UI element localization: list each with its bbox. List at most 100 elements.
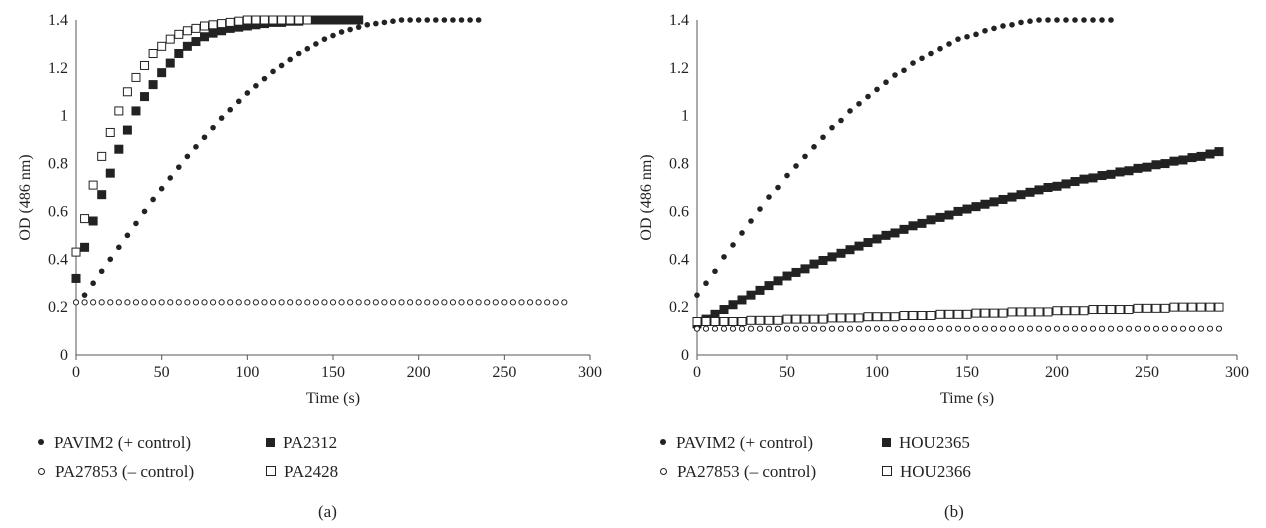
data-point bbox=[544, 299, 551, 306]
y-tick-label: 0.8 bbox=[48, 156, 68, 173]
data-point bbox=[1152, 325, 1160, 332]
data-point bbox=[1143, 325, 1151, 332]
data-point bbox=[302, 15, 312, 25]
data-point bbox=[345, 15, 355, 25]
data-point bbox=[441, 17, 448, 23]
data-point bbox=[285, 15, 295, 25]
open-circle-marker-icon bbox=[38, 467, 45, 475]
data-point bbox=[364, 21, 371, 28]
data-point bbox=[415, 299, 422, 306]
data-point bbox=[863, 238, 873, 248]
data-point bbox=[891, 325, 899, 332]
y-tick-label: 1.4 bbox=[48, 12, 68, 29]
data-point bbox=[364, 299, 371, 306]
legend-label: PAVIM2 (+ control) bbox=[54, 433, 192, 452]
data-point bbox=[1070, 177, 1080, 187]
data-point bbox=[114, 106, 124, 116]
legend-entry: HOU2366 bbox=[882, 457, 971, 486]
series-open-circle bbox=[72, 299, 568, 306]
data-point bbox=[702, 325, 710, 332]
data-point bbox=[148, 80, 158, 90]
y-tick-label: 0.2 bbox=[669, 299, 689, 316]
legend-entry: PAVIM2 (+ control) bbox=[658, 428, 813, 457]
data-point bbox=[1099, 17, 1105, 23]
data-point bbox=[338, 299, 345, 306]
data-point bbox=[141, 299, 148, 306]
data-point bbox=[827, 252, 837, 262]
data-point bbox=[990, 325, 998, 332]
data-point bbox=[883, 79, 889, 86]
data-point bbox=[398, 299, 405, 306]
data-point bbox=[373, 20, 379, 27]
data-point bbox=[890, 312, 900, 322]
data-point bbox=[1187, 302, 1197, 312]
series-open-circle bbox=[693, 325, 1223, 332]
data-point bbox=[407, 17, 413, 23]
data-point bbox=[864, 325, 872, 332]
data-point bbox=[1079, 174, 1089, 184]
data-point bbox=[433, 17, 439, 23]
data-point bbox=[526, 299, 534, 306]
legend-entry: PA2428 bbox=[266, 457, 338, 486]
data-point bbox=[1151, 160, 1161, 170]
data-point bbox=[218, 115, 225, 121]
data-point bbox=[501, 299, 508, 306]
series-open-square bbox=[692, 302, 1224, 326]
data-point bbox=[122, 125, 132, 135]
data-point bbox=[908, 221, 918, 231]
data-point bbox=[192, 299, 200, 306]
data-point bbox=[998, 308, 1008, 318]
data-point bbox=[946, 41, 952, 47]
data-point bbox=[295, 299, 302, 306]
data-point bbox=[184, 153, 191, 160]
filled-circle-marker-icon bbox=[660, 439, 666, 446]
panel-label-a: (a) bbox=[318, 502, 337, 521]
legend-entry: PA2312 bbox=[266, 428, 337, 457]
data-point bbox=[928, 50, 934, 57]
data-point bbox=[1063, 17, 1069, 23]
x-tick-label: 50 bbox=[779, 364, 795, 381]
data-point bbox=[390, 18, 396, 24]
data-point bbox=[1025, 187, 1035, 197]
data-point bbox=[954, 325, 962, 332]
data-point bbox=[287, 56, 293, 63]
data-point bbox=[1027, 18, 1033, 24]
data-point bbox=[764, 315, 774, 325]
data-point bbox=[953, 309, 963, 319]
data-point bbox=[278, 299, 285, 306]
data-point bbox=[1188, 325, 1196, 332]
legend-label: PA2312 bbox=[283, 433, 338, 452]
data-point bbox=[295, 50, 302, 57]
x-tick-label: 0 bbox=[72, 364, 80, 381]
data-point bbox=[944, 210, 954, 220]
data-point bbox=[1000, 23, 1006, 29]
data-point bbox=[71, 273, 81, 283]
data-point bbox=[105, 127, 115, 137]
data-point bbox=[746, 290, 756, 300]
data-point bbox=[711, 325, 719, 332]
data-point bbox=[217, 26, 227, 36]
data-point bbox=[1009, 21, 1015, 28]
data-point bbox=[1025, 307, 1035, 317]
data-point bbox=[424, 299, 431, 306]
data-point bbox=[321, 36, 328, 42]
data-point bbox=[1045, 17, 1051, 23]
data-point bbox=[703, 280, 709, 287]
y-axis-label: OD (486 nm) bbox=[17, 154, 34, 240]
x-tick-label: 100 bbox=[235, 364, 259, 381]
data-point bbox=[321, 299, 328, 306]
data-point bbox=[80, 242, 90, 252]
data-point bbox=[791, 314, 801, 324]
data-point bbox=[176, 164, 182, 170]
data-point bbox=[167, 175, 174, 181]
data-point bbox=[1214, 147, 1224, 157]
data-point bbox=[165, 34, 175, 44]
data-point bbox=[998, 194, 1008, 204]
data-point bbox=[1079, 306, 1089, 316]
data-point bbox=[793, 163, 799, 169]
data-point bbox=[1018, 19, 1024, 26]
open-square-marker-icon bbox=[266, 466, 276, 477]
data-point bbox=[766, 194, 772, 200]
data-point bbox=[810, 325, 818, 332]
data-point bbox=[755, 285, 765, 295]
